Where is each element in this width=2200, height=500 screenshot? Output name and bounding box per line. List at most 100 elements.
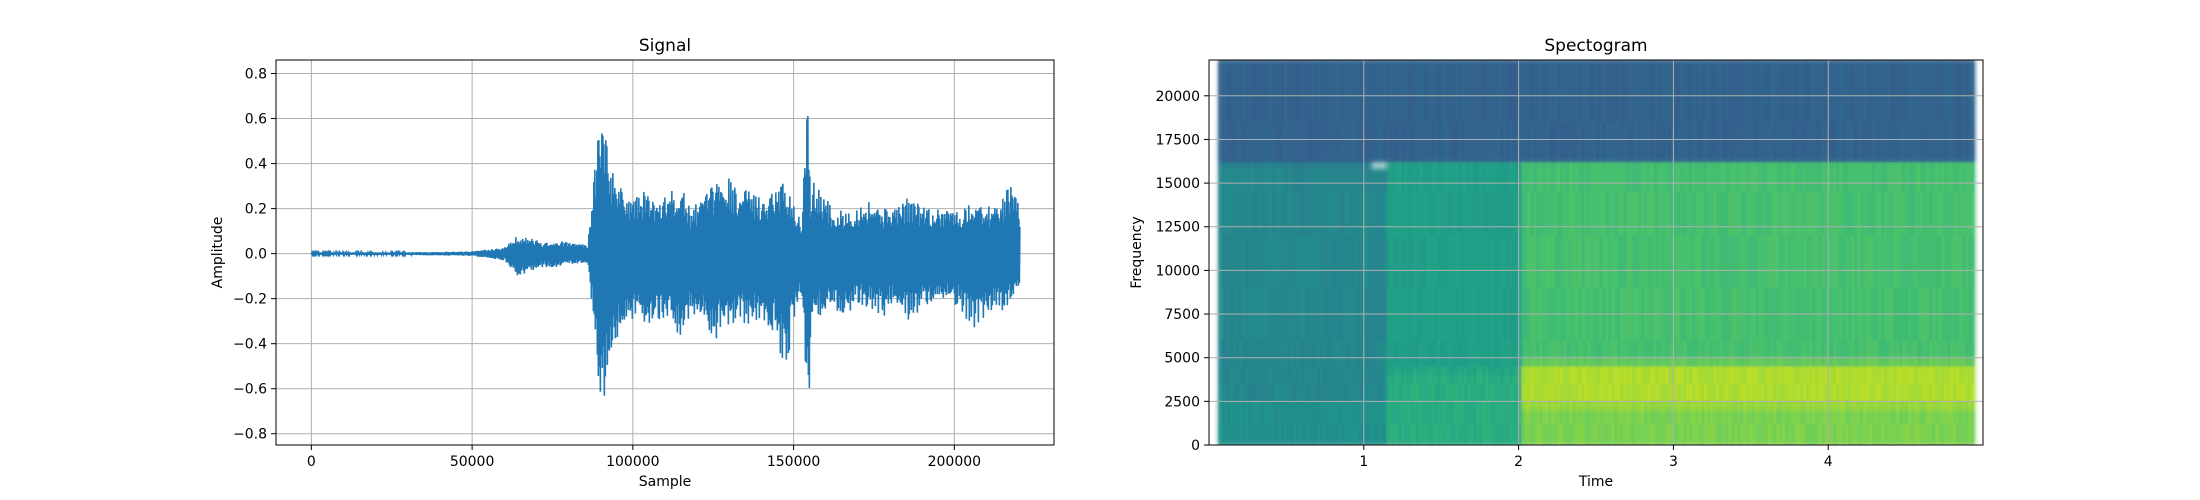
spectrogram-cell [1713,191,1717,236]
spectrogram-cell [1224,191,1228,236]
spectrogram-cell [1410,366,1414,384]
spectrogram-cell [1266,121,1270,163]
spectrogram-cell [1473,340,1477,367]
spectrogram-cell [1953,340,1957,367]
spectrogram-cell [1746,121,1750,163]
spectrogram-cell [1677,60,1681,122]
spectrogram-cell [1668,121,1672,163]
spectrogram-cell [1632,340,1636,367]
spectrogram-cell [1356,235,1360,288]
spectrogram-cell [1305,191,1309,236]
spectrogram-cell [1869,191,1873,236]
spectrogram-cell [1431,424,1435,445]
spectrogram-cell [1770,424,1774,445]
spectrogram-cell [1542,401,1546,425]
spectrogram-cell [1263,235,1267,288]
spectrogram-cell [1773,383,1777,402]
signal-y-tick-label: −0.4 [233,337,267,353]
spectrogram-cell [1824,162,1828,192]
spectrogram-cell [1836,424,1840,445]
spectrogram-cell [1434,191,1438,236]
spectrogram-cell [1251,383,1255,402]
spectrogram-cell [1827,60,1831,122]
spectrogram-cell [1863,383,1867,402]
spectrogram-cell [1227,424,1231,445]
spectrogram-cell [1248,340,1252,367]
spectrogram-cell [1251,340,1255,367]
spectrogram-cell [1890,383,1894,402]
spectrogram-cell [1443,401,1447,425]
spectrogram-cell [1593,383,1597,402]
spectrogram-cell [1293,424,1297,445]
spectrogram-cell [1698,383,1702,402]
spectrogram-cell [1656,401,1660,425]
spectrogram-cell [1626,235,1630,288]
spectrogram-cell [1785,401,1789,425]
spectrogram-cell [1701,191,1705,236]
spectrogram-cell [1467,121,1471,163]
spectrogram-cell [1437,424,1441,445]
spectrogram-cell [1341,121,1345,163]
spectrogram-cell [1944,235,1948,288]
spectrogram-cell [1506,383,1510,402]
spectrogram-cell [1947,424,1951,445]
spectrogram-cell [1413,424,1417,445]
spectrogram-cell [1401,191,1405,236]
spectrogram-cell [1509,191,1513,236]
spectrogram-cell [1836,383,1840,402]
spectrogram-cell [1446,121,1450,163]
spectrogram-cell [1644,121,1648,163]
spectrogram-cell [1539,162,1543,192]
spectrogram-cell [1401,401,1405,425]
spectrogram-cell [1542,60,1546,122]
spectrogram-cell [1497,60,1501,122]
spectrogram-cell [1884,424,1888,445]
spectrogram-cell [1332,121,1336,163]
spectrogram-cell [1764,235,1768,288]
spectrogram-cell [1446,191,1450,236]
spectrogram-cell [1959,121,1963,163]
spectrogram-cell [1434,366,1438,384]
spectrogram-cell [1902,401,1906,425]
spectrogram-cell [1782,235,1786,288]
spectrogram-cell [1260,191,1264,236]
spectrogram-cell [1416,60,1420,122]
spectrogram-cell [1770,60,1774,122]
spectrogram-cell [1836,366,1840,384]
spectrogram-cell [1314,235,1318,288]
spectrogram-cell [1659,366,1663,384]
spectrogram-cell [1725,366,1729,384]
spectrogram-cell [1941,162,1945,192]
spectrogram-cell [1731,191,1735,236]
signal-waveform [310,115,1021,396]
spectrogram-cell [1248,191,1252,236]
spectrogram-cell [1248,424,1252,445]
spectrogram-cell [1944,401,1948,425]
spectrogram-cell [1434,383,1438,402]
spectrogram-cell [1455,191,1459,236]
spectrogram-cell [1461,162,1465,192]
spectrogram-cell [1650,235,1654,288]
spectrogram-cell [1269,191,1273,236]
spectrogram-cell [1956,60,1960,122]
spectrogram-cell [1608,235,1612,288]
spectrogram-cell [1896,162,1900,192]
spectrogram-cell [1428,162,1432,192]
spectrogram-cell [1449,162,1453,192]
spectrogram-cell [1842,235,1846,288]
spectrogram-cell [1374,162,1378,192]
spectrogram-cell [1245,366,1249,384]
spectrogram-cell [1602,121,1606,163]
spectrogram-cell [1524,383,1528,402]
spectrogram-cell [1296,340,1300,367]
spectrogram-cell [1611,121,1615,163]
spectrogram-cell [1272,424,1276,445]
signal-y-tick-label: 0.6 [245,112,267,128]
spectrogram-cell [1971,383,1975,402]
spectrogram-cell [1851,235,1855,288]
spectrogram-cell [1764,162,1768,192]
spectrogram-cell [1767,424,1771,445]
spectrogram-cell [1317,60,1321,122]
spectrogram-cell [1872,401,1876,425]
spectrogram-cell [1578,191,1582,236]
